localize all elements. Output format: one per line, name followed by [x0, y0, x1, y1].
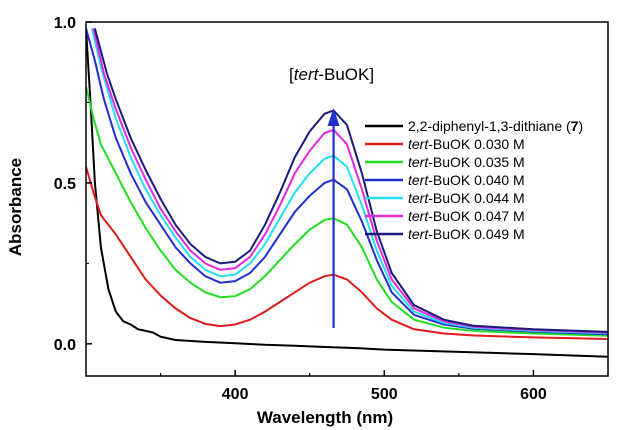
legend-item: tert-BuOK 0.035 M — [365, 154, 525, 170]
series-line-3 — [86, 28, 608, 336]
legend-item: tert-BuOK 0.040 M — [365, 172, 525, 188]
x-tick-label: 600 — [520, 386, 547, 403]
legend-label: tert-BuOK 0.030 M — [408, 136, 525, 152]
x-axis-title: Wavelength (nm) — [257, 408, 393, 427]
y-tick-label: 0.0 — [54, 337, 76, 354]
series-line-2 — [86, 86, 608, 337]
legend-item: tert-BuOK 0.049 M — [365, 226, 525, 242]
series-line-6 — [93, 28, 608, 333]
legend: 2,2-diphenyl-1,3-dithiane (7) tert-BuOK 0… — [365, 118, 583, 242]
legend-label: tert-BuOK 0.040 M — [408, 172, 525, 188]
legend-item: tert-BuOK 0.030 M — [365, 136, 525, 152]
plot-frame — [85, 21, 609, 377]
annotation-label: [tert-BuOK] — [289, 65, 374, 84]
legend-label: tert-BuOK 0.049 M — [408, 226, 525, 242]
series-line-1 — [86, 166, 608, 340]
x-tick-label: 400 — [222, 386, 249, 403]
legend-label: tert-BuOK 0.035 M — [408, 154, 525, 170]
plot-series — [86, 28, 608, 358]
series-line-5 — [92, 28, 608, 334]
series-line-0 — [86, 28, 608, 358]
legend-label: tert-BuOK 0.044 M — [408, 190, 525, 206]
series-line-4 — [91, 28, 608, 335]
legend-item: 2,2-diphenyl-1,3-dithiane (7) — [365, 118, 583, 134]
x-axis: 400 500 600 — [159, 370, 609, 403]
legend-item: tert-BuOK 0.047 M — [365, 208, 525, 224]
legend-label: 2,2-diphenyl-1,3-dithiane (7) — [408, 118, 583, 134]
y-axis: 0.0 0.5 1.0 — [54, 15, 92, 354]
y-axis-title: Absorbance — [6, 158, 25, 256]
legend-item: tert-BuOK 0.044 M — [365, 190, 525, 206]
x-tick-label: 500 — [371, 386, 398, 403]
y-tick-label: 1.0 — [54, 15, 76, 32]
increase-arrow-head — [327, 108, 340, 126]
y-tick-label: 0.5 — [54, 176, 76, 193]
concentration-annotation: [tert-BuOK] — [289, 65, 374, 328]
legend-label: tert-BuOK 0.047 M — [408, 208, 525, 224]
